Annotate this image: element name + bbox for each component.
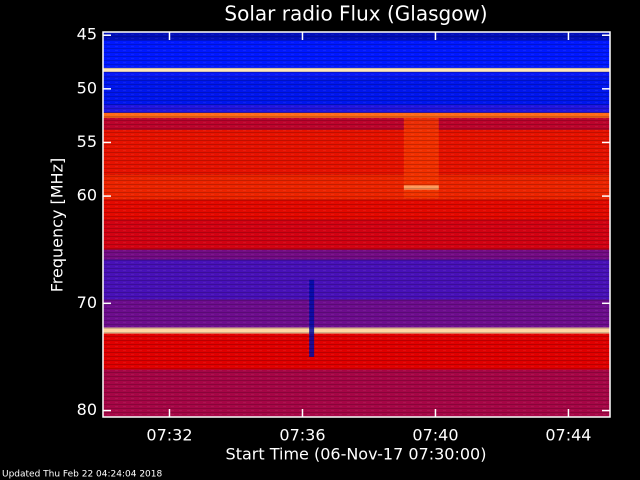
y-tick-label: 45 xyxy=(77,25,97,44)
plot-frame xyxy=(102,31,611,418)
x-tick-label: 07:32 xyxy=(146,426,192,445)
x-tick-label: 07:44 xyxy=(545,426,591,445)
chart-title: Solar radio Flux (Glasgow) xyxy=(224,2,487,26)
y-tick-label: 55 xyxy=(77,132,97,151)
y-tick-label: 50 xyxy=(77,78,97,97)
x-axis-label: Start Time (06-Nov-17 07:30:00) xyxy=(226,445,487,464)
y-tick-label: 80 xyxy=(77,400,97,419)
footer: Updated Thu Feb 22 04:24:04 2018 xyxy=(2,470,163,480)
texture xyxy=(103,32,610,417)
y-tick-label: 70 xyxy=(77,293,97,312)
x-tick-label: 07:36 xyxy=(279,426,325,445)
y-axis-label: Frequency [MHz] xyxy=(48,158,67,292)
x-tick-label: 07:40 xyxy=(412,426,458,445)
y-tick-label: 60 xyxy=(77,186,97,205)
